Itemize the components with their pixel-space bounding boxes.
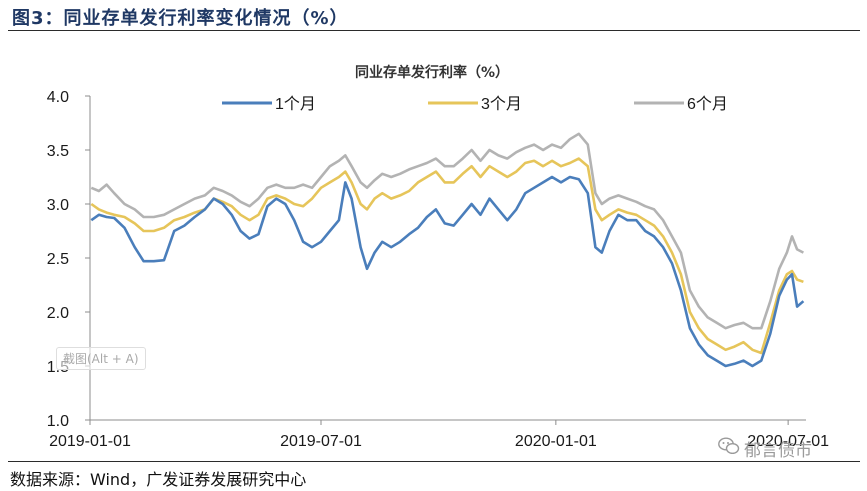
y-tick-label: 3.5 xyxy=(47,143,69,160)
top-divider xyxy=(8,30,860,31)
x-tick-label: 2020-07-01 xyxy=(747,433,829,450)
series-line-1 xyxy=(90,175,805,368)
bottom-divider xyxy=(8,461,860,462)
x-tick-label: 2020-01-01 xyxy=(515,433,597,450)
y-tick-label: 2.5 xyxy=(47,251,69,268)
legend-label: 1个月 xyxy=(275,95,316,113)
chart-title: 同业存单发行利率（%） xyxy=(355,64,509,81)
line-chart: 同业存单发行利率（%） 1.01.52.02.53.03.54.0 2019-0… xyxy=(47,64,829,450)
legend: 1个月 3个月 6个月 xyxy=(222,95,728,113)
x-tick-label: 2019-07-01 xyxy=(280,433,362,450)
series-line-3 xyxy=(90,132,804,330)
series-group xyxy=(90,132,805,368)
screenshot-watermark: 截图(Alt + A) xyxy=(56,347,146,370)
y-tick-label: 3.0 xyxy=(47,197,69,214)
figure-title: 图3：同业存单发行利率变化情况（%） xyxy=(12,8,349,29)
wechat-badge: 郁言债市 xyxy=(718,436,812,461)
y-tick-label: 1.0 xyxy=(47,413,69,430)
wechat-icon xyxy=(718,437,740,460)
series-line-2 xyxy=(90,157,804,355)
y-axis: 1.01.52.02.53.03.54.0 xyxy=(47,89,90,430)
y-tick-label: 4.0 xyxy=(47,89,69,106)
x-tick-label: 2019-01-01 xyxy=(49,433,131,450)
y-tick-label: 2.0 xyxy=(47,305,69,322)
legend-label: 3个月 xyxy=(481,95,522,113)
x-axis: 2019-01-01 2019-07-01 2020-01-01 2020-07-01 xyxy=(49,420,829,450)
wechat-account-name: 郁言债市 xyxy=(744,441,812,461)
source-note: 数据来源：Wind，广发证券发展研究中心 xyxy=(10,470,307,489)
legend-label: 6个月 xyxy=(687,95,728,113)
